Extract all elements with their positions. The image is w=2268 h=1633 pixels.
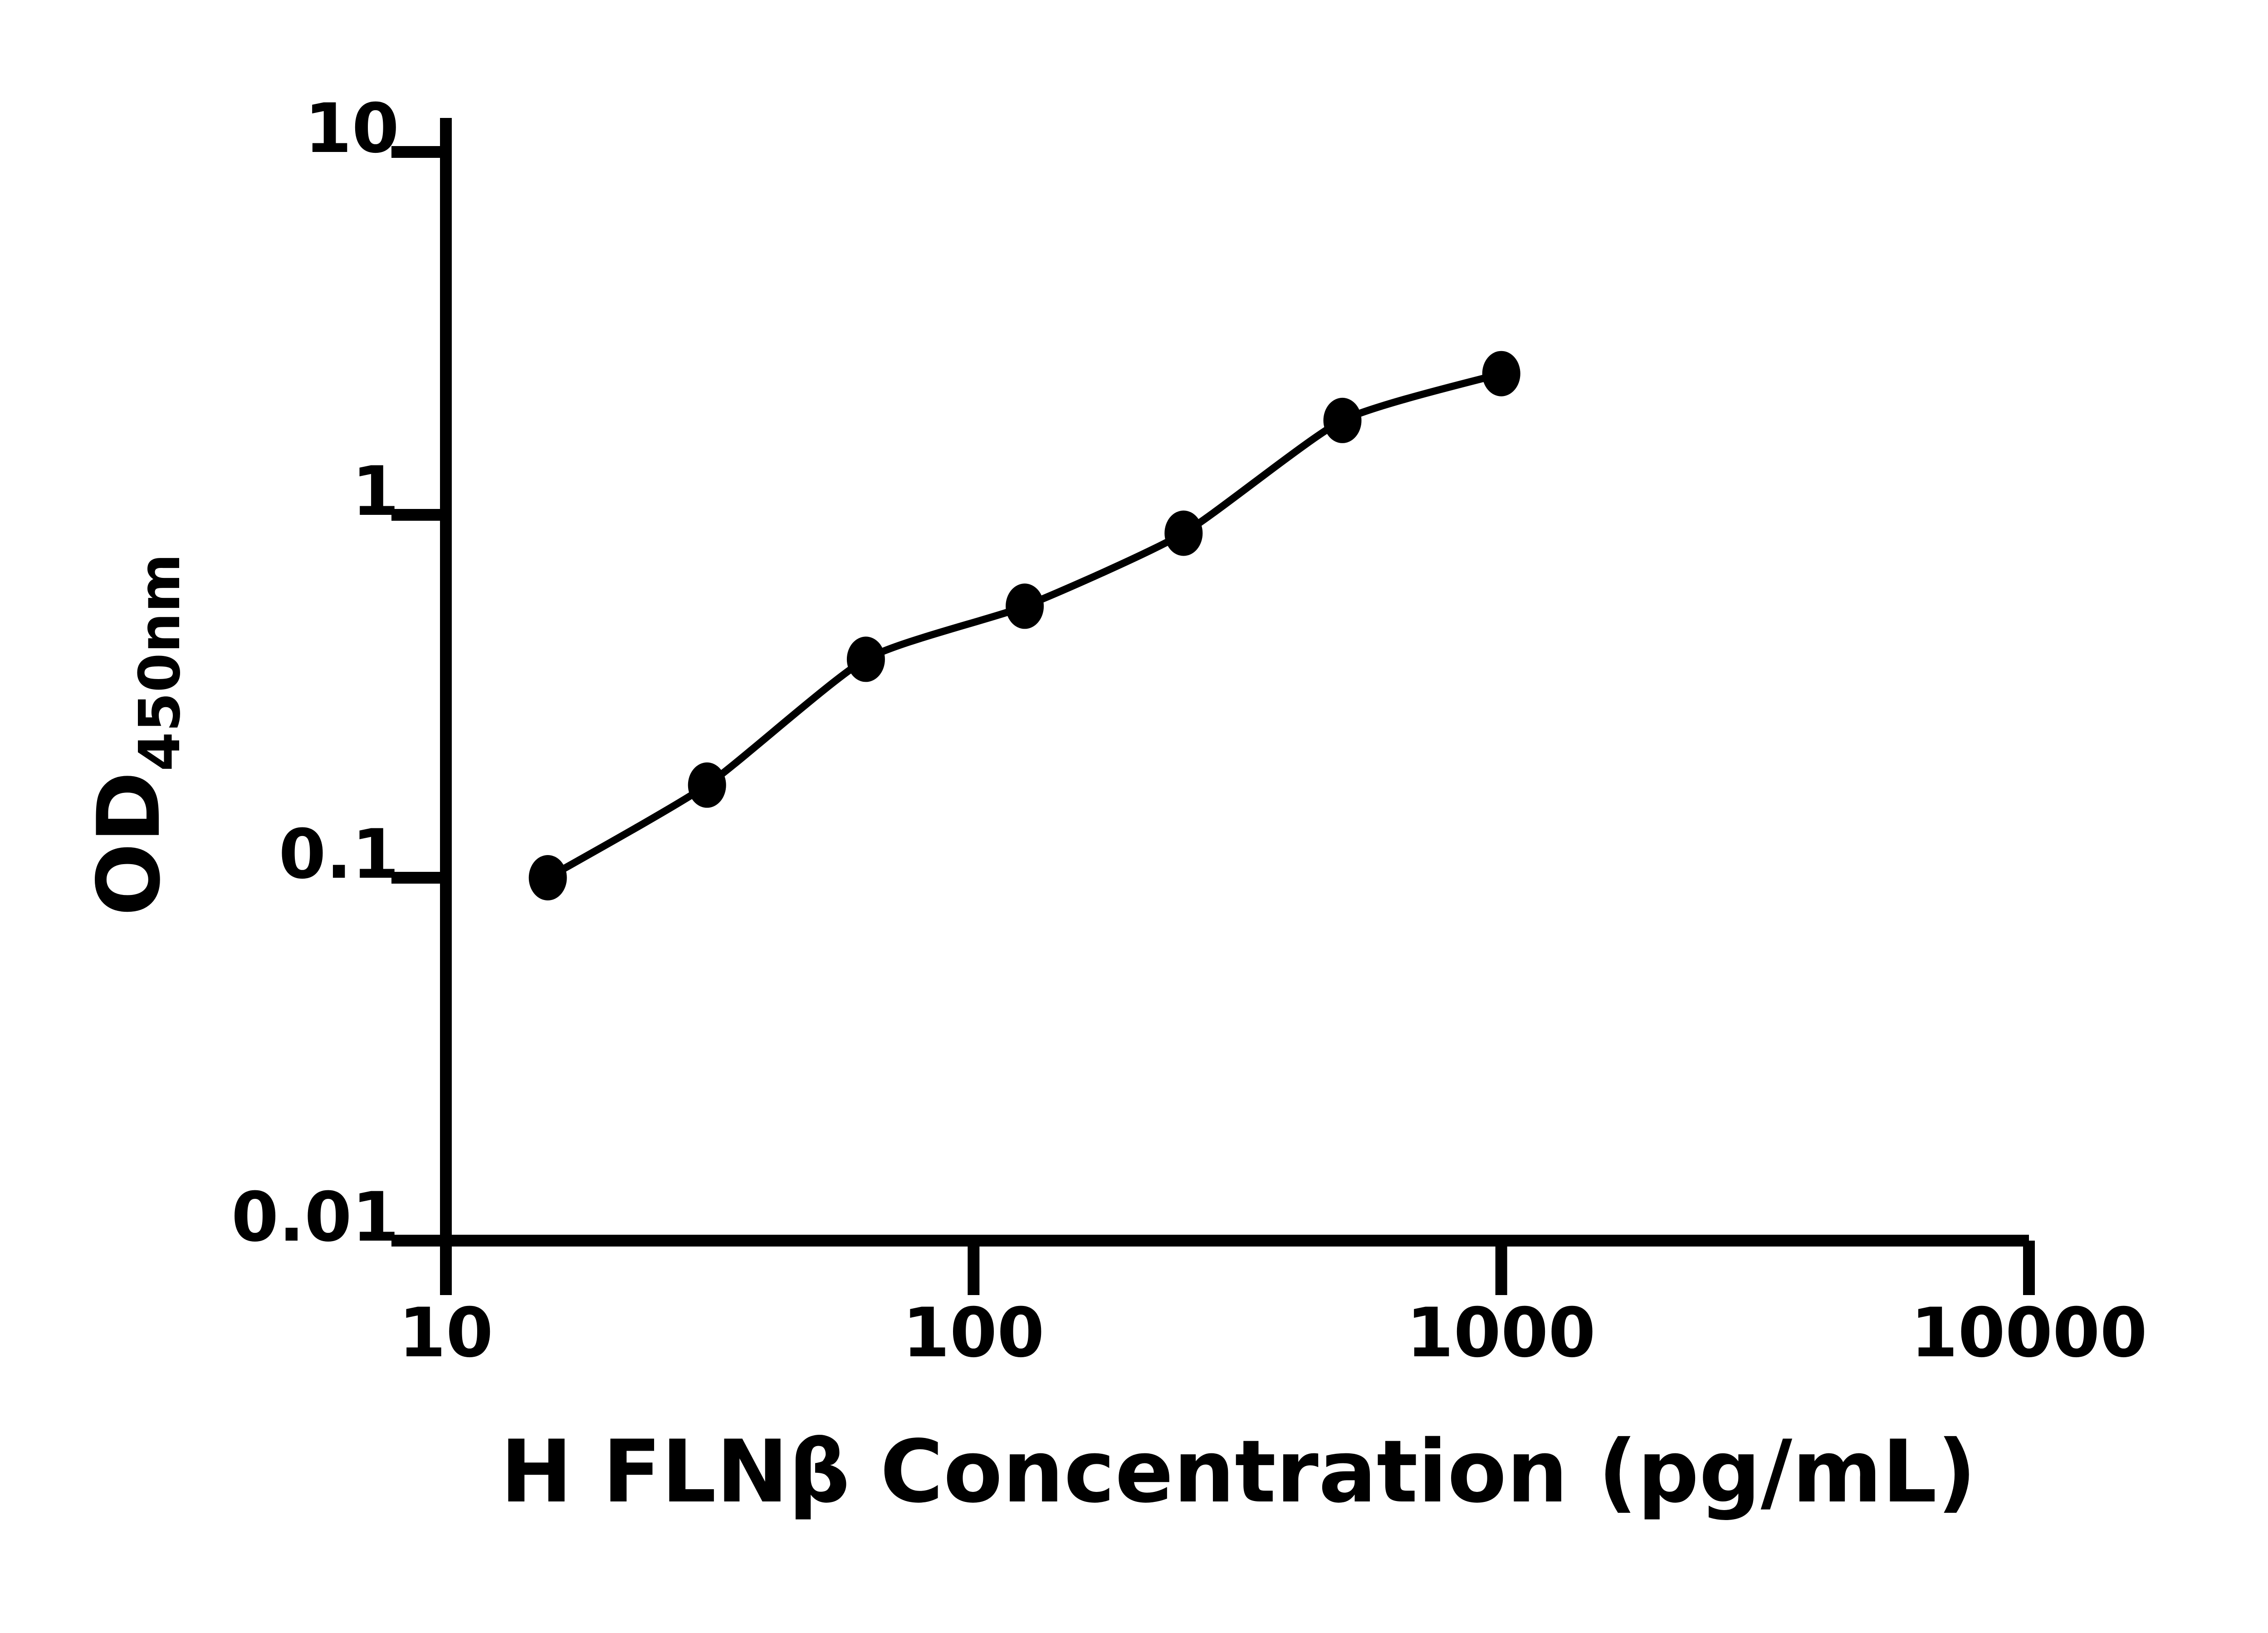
data-point [846, 636, 885, 682]
y-axis-ticks [391, 146, 446, 1247]
x-tick-label: 10000 [1911, 1294, 2147, 1373]
svg-text:OD450nm: OD450nm [79, 553, 193, 916]
y-tick-label: 0.01 [231, 1178, 399, 1257]
data-point-group [528, 351, 1520, 900]
axis-lines [440, 118, 2029, 1247]
y-tick-label: 10 [304, 89, 399, 168]
x-tick-label: 100 [902, 1294, 1044, 1373]
y-tick-label: 0.1 [279, 815, 399, 894]
data-point [1482, 351, 1520, 396]
data-point [1006, 583, 1044, 629]
data-point [1164, 510, 1203, 556]
y-tick-label: 1 [352, 452, 399, 531]
y-axis-title-subscript: 450nm [127, 553, 193, 771]
y-axis-title: OD450nm [79, 553, 193, 916]
x-axis-title: H FLNβ Concentration (pg/mL) [500, 1422, 1976, 1522]
y-axis-title-main: OD [79, 771, 179, 916]
data-point [528, 855, 567, 900]
x-axis-ticks [440, 1241, 2035, 1295]
x-tick-label: 10 [399, 1294, 494, 1373]
x-tick-label: 1000 [1406, 1294, 1595, 1373]
data-point [1323, 397, 1362, 443]
data-point [688, 762, 726, 808]
